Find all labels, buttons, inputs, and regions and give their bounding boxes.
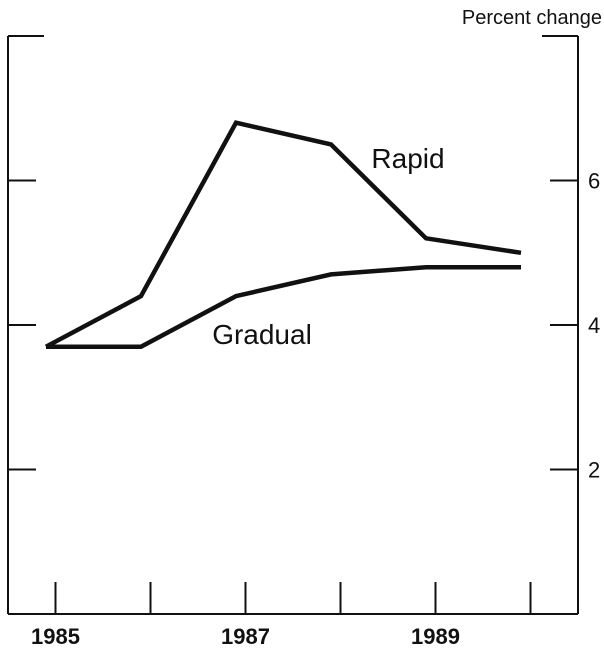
series-label-rapid: Rapid [371, 143, 444, 174]
series-label-gradual: Gradual [212, 319, 312, 350]
y-tick-label-2: 2 [588, 458, 600, 483]
series-lines [44, 120, 522, 349]
x-tick-label-1985: 1985 [31, 624, 80, 649]
y-tick-label-4: 4 [588, 313, 600, 338]
series-line-rapid [44, 120, 522, 349]
x-tick-label-1989: 1989 [411, 624, 460, 649]
axis-ticks [8, 179, 578, 614]
series-line-gradual [46, 264, 521, 349]
x-tick-label-1987: 1987 [221, 624, 270, 649]
y-axis-unit-label: Percent change [462, 7, 602, 29]
y-tick-label-6: 6 [588, 169, 600, 194]
tick-labels: 2 4 6 1985 1987 1989 Rapid Gradual [31, 143, 600, 649]
